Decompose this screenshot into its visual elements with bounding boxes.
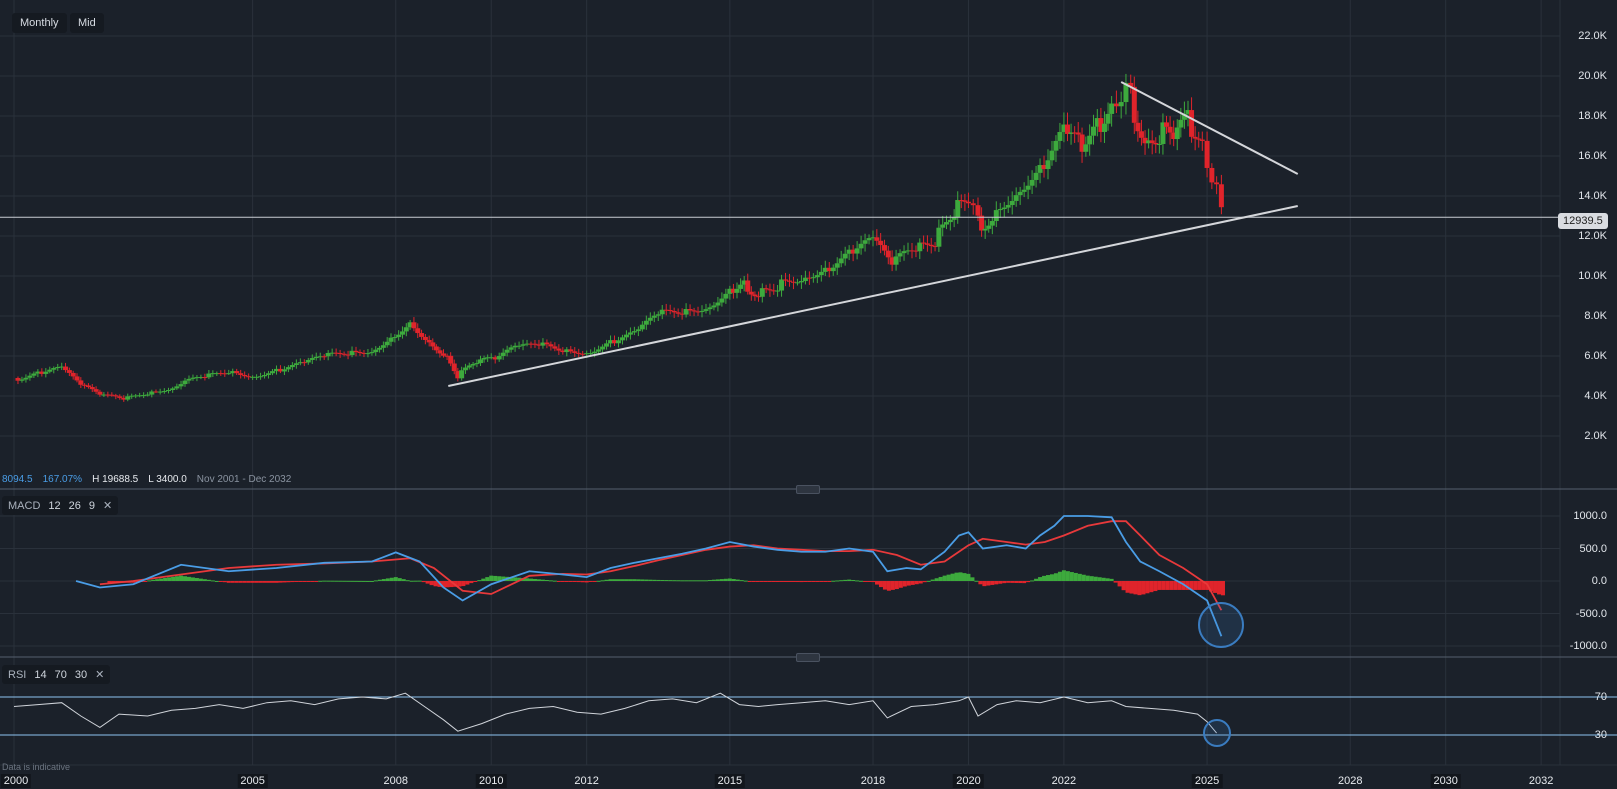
current-price-tag: 12939.5 xyxy=(1558,213,1608,229)
time-axis-label: 2020 xyxy=(953,774,984,788)
time-axis-label: 2025 xyxy=(1191,774,1223,788)
data-disclaimer: Data is indicative xyxy=(2,762,71,772)
price-axis-label: 18.0K xyxy=(1578,110,1607,122)
macd-axis-label: 0.0 xyxy=(1591,575,1607,587)
legend-last: 8094.5 xyxy=(2,474,33,485)
price-axis-label: 2.0K xyxy=(1584,430,1607,442)
price-axis-label: 8.0K xyxy=(1584,310,1607,322)
legend-high: H 19688.5 xyxy=(92,474,139,485)
macd-close-icon[interactable]: ✕ xyxy=(103,500,113,512)
time-axis-label: 2012 xyxy=(574,775,599,787)
macd-indicator-label[interactable]: MACD 12 26 9 ✕ xyxy=(2,496,119,515)
macd-name: MACD xyxy=(8,499,41,512)
time-axis-label: 2030 xyxy=(1430,774,1461,788)
price-axis-label: 12.0K xyxy=(1578,230,1607,242)
rsi-axis-label: 70 xyxy=(1594,691,1607,703)
rsi-name: RSI xyxy=(8,668,27,681)
time-axis-label: 2005 xyxy=(237,774,268,788)
signal-line xyxy=(99,520,1223,611)
rsi-period: 14 xyxy=(34,668,47,681)
macd-slow: 26 xyxy=(68,499,81,512)
legend-range: Nov 2001 - Dec 2032 xyxy=(196,474,292,485)
trendline xyxy=(448,205,1298,387)
price-axis-label: 16.0K xyxy=(1578,150,1607,162)
rsi-highlight-circle xyxy=(1203,719,1231,747)
legend-low: L 3400.0 xyxy=(148,474,187,485)
time-axis-label: 2028 xyxy=(1337,775,1363,787)
price-type-button[interactable]: Mid xyxy=(70,13,104,33)
interval-button[interactable]: Monthly xyxy=(12,13,67,33)
price-axis-label: 22.0K xyxy=(1578,30,1607,42)
price-axis-label: 20.0K xyxy=(1578,70,1607,82)
pane-resize-handle-rsi[interactable] xyxy=(796,653,820,662)
rsi-indicator-label[interactable]: RSI 14 70 30 ✕ xyxy=(2,665,111,684)
time-axis-label: 2008 xyxy=(383,775,409,787)
legend-change: 167.07% xyxy=(42,474,83,485)
time-axis-label: 2015 xyxy=(714,774,746,788)
macd-line xyxy=(75,515,1223,637)
macd-fast: 12 xyxy=(48,499,61,512)
macd-signal: 9 xyxy=(88,499,96,512)
macd-axis-label: 1000.0 xyxy=(1573,510,1607,522)
rsi-upper: 70 xyxy=(54,668,67,681)
rsi-axis-label: 30 xyxy=(1594,729,1607,741)
price-axis-label: 4.0K xyxy=(1584,390,1607,402)
macd-axis-label: 500.0 xyxy=(1579,542,1607,555)
time-axis-label: 2032 xyxy=(1528,775,1554,787)
time-axis-label: 2018 xyxy=(860,775,886,787)
rsi-lower: 30 xyxy=(74,668,88,681)
macd-highlight-circle xyxy=(1198,602,1244,648)
price-axis-label: 6.0K xyxy=(1584,350,1607,362)
candles xyxy=(15,73,1224,402)
rsi-line xyxy=(13,692,1218,734)
time-axis-label: 2022 xyxy=(1051,775,1077,787)
macd-axis-label: -1000.0 xyxy=(1569,640,1607,652)
time-axis-label: 2010 xyxy=(475,774,507,788)
macd-histogram xyxy=(107,570,1225,596)
macd-axis-label: -500.0 xyxy=(1575,607,1607,620)
price-axis-label: 10.0K xyxy=(1578,270,1607,282)
pane-resize-handle-macd[interactable] xyxy=(796,485,820,494)
trendline xyxy=(1120,81,1299,175)
price-axis-label: 14.0K xyxy=(1578,190,1607,202)
rsi-close-icon[interactable]: ✕ xyxy=(95,669,105,681)
price-legend: 8094.5 167.07% H 19688.5 L 3400.0 Nov 20… xyxy=(2,474,291,485)
time-axis-label: 2000 xyxy=(0,774,32,788)
